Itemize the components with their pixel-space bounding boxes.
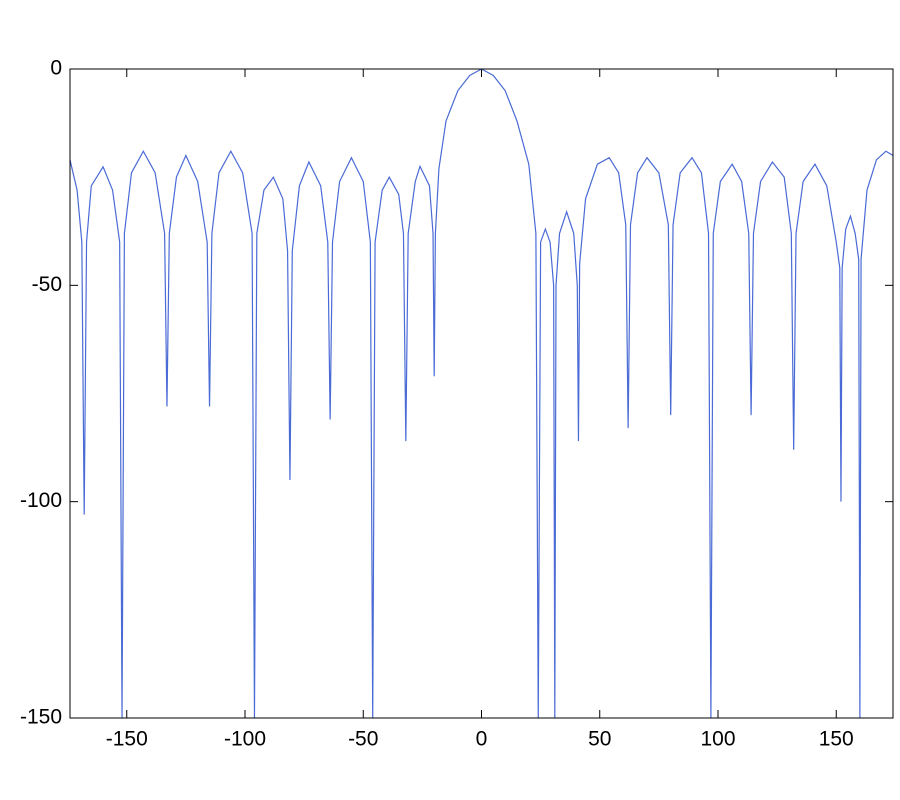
x-tick-label: -50 [348,728,378,751]
x-tick-label: 0 [476,728,488,751]
x-tick-label: 100 [700,728,735,751]
y-tick-label: 0 [50,57,62,80]
y-tick-label: -100 [20,489,62,512]
x-tick-label: -100 [224,728,266,751]
series-line [69,68,894,719]
plot-frame [69,68,894,719]
y-tick-label: -50 [32,273,62,296]
x-tick-label: -150 [106,728,148,751]
y-tick-label: -150 [20,706,62,729]
x-tick-label: 50 [588,728,611,751]
x-tick-label: 150 [819,728,854,751]
